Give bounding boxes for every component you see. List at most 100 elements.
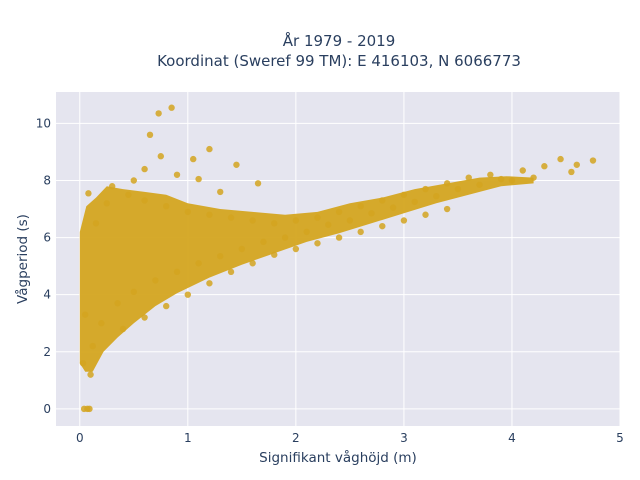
data-point	[271, 251, 278, 258]
data-point	[89, 342, 96, 350]
y-tick-label: 6	[43, 231, 51, 245]
data-point	[379, 197, 386, 204]
data-point	[379, 222, 386, 230]
data-point	[292, 217, 300, 224]
data-point	[433, 192, 440, 200]
data-point	[368, 210, 375, 217]
data-point	[141, 197, 148, 204]
data-point	[335, 234, 343, 241]
data-point	[557, 155, 564, 163]
data-point	[108, 183, 116, 190]
y-tick-label: 10	[36, 116, 51, 130]
data-point	[238, 245, 246, 253]
data-point	[357, 228, 364, 236]
data-point	[357, 202, 364, 210]
data-point	[568, 168, 575, 176]
x-tick-label: 1	[184, 431, 192, 445]
data-point	[227, 214, 235, 221]
data-point	[206, 145, 213, 153]
y-tick-label: 0	[43, 402, 51, 416]
data-point	[206, 211, 213, 218]
data-point	[87, 371, 94, 378]
data-point	[79, 359, 87, 367]
data-point	[422, 211, 429, 218]
x-tick-label: 4	[508, 431, 516, 445]
chart-title: År 1979 - 2019	[283, 31, 396, 50]
data-point	[389, 204, 397, 211]
data-point	[519, 167, 526, 174]
data-point	[195, 260, 202, 267]
x-axis-title: Signifikant våghöjd (m)	[259, 449, 417, 466]
data-point	[184, 291, 192, 298]
data-point	[217, 188, 224, 196]
data-point	[487, 171, 494, 178]
data-point	[271, 220, 278, 227]
data-point	[400, 191, 408, 198]
point-cloud	[79, 176, 534, 372]
data-point	[85, 190, 92, 197]
data-point	[98, 320, 105, 327]
x-tick-labels: 0 1 2 3 4 5	[76, 431, 624, 445]
data-point	[155, 110, 162, 117]
data-point	[465, 174, 472, 181]
x-tick-label: 0	[76, 431, 84, 445]
data-point	[141, 165, 148, 173]
data-points	[79, 104, 597, 413]
data-point	[303, 228, 310, 236]
data-point	[314, 240, 321, 247]
data-point	[173, 268, 181, 276]
data-point	[206, 280, 213, 287]
data-point	[541, 163, 548, 170]
data-point	[163, 202, 170, 210]
data-point	[497, 175, 505, 183]
data-point	[173, 171, 181, 178]
data-point	[530, 174, 537, 181]
x-tick-label: 3	[400, 431, 408, 445]
data-point	[130, 288, 137, 296]
data-point	[454, 185, 462, 193]
data-point	[92, 220, 100, 227]
y-tick-label: 2	[43, 345, 51, 359]
data-point	[476, 181, 483, 188]
data-point	[184, 208, 192, 216]
data-point	[157, 153, 165, 160]
data-point	[249, 217, 256, 224]
data-point	[573, 161, 580, 168]
data-point	[81, 311, 89, 318]
chart-subtitle: Koordinat (Sweref 99 TM): E 416103, N 60…	[157, 52, 521, 70]
x-tick-label: 5	[616, 431, 624, 445]
data-point	[190, 155, 197, 163]
data-point	[589, 157, 597, 164]
x-tick-label: 2	[292, 431, 300, 445]
data-point	[195, 175, 202, 183]
data-point	[346, 217, 354, 224]
data-point	[508, 177, 516, 184]
data-point	[86, 405, 93, 413]
y-tick-label: 8	[43, 173, 51, 187]
data-point	[114, 300, 121, 307]
data-point	[103, 200, 110, 207]
data-point	[292, 245, 300, 253]
data-point	[217, 252, 224, 260]
data-point	[422, 185, 429, 193]
data-point	[146, 131, 154, 139]
data-point	[400, 217, 408, 224]
data-point	[443, 180, 451, 187]
data-point	[325, 221, 332, 228]
data-point	[130, 177, 137, 184]
data-point	[335, 208, 343, 216]
data-point	[281, 234, 289, 241]
data-point	[443, 205, 451, 213]
data-point	[411, 198, 418, 206]
data-point	[233, 161, 240, 168]
data-point	[254, 180, 262, 187]
data-point	[314, 214, 321, 221]
data-point	[168, 104, 175, 111]
data-point	[227, 268, 235, 276]
data-point	[249, 260, 256, 267]
data-point	[141, 314, 148, 321]
y-tick-labels: 0 2 4 6 8 10	[36, 116, 51, 415]
data-point	[152, 277, 159, 284]
y-axis-title: Vågperiod (s)	[14, 214, 31, 304]
